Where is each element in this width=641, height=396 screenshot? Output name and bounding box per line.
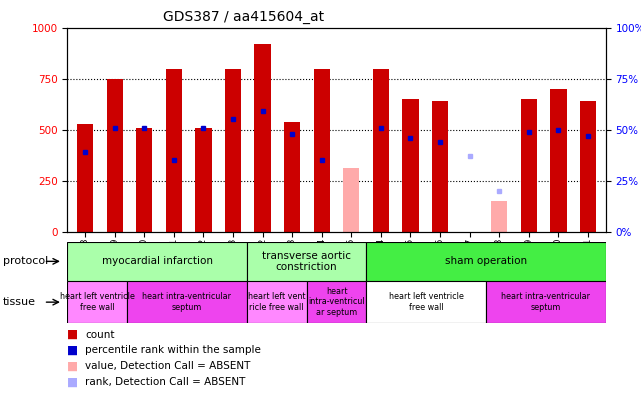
Bar <box>313 69 330 232</box>
Bar <box>127 281 247 323</box>
Bar <box>247 281 306 323</box>
Bar <box>136 128 153 232</box>
Text: ■: ■ <box>67 328 78 341</box>
Text: GDS387 / aa415604_at: GDS387 / aa415604_at <box>163 10 324 24</box>
Text: heart intra-ventricular
septum: heart intra-ventricular septum <box>142 292 231 312</box>
Text: myocardial infarction: myocardial infarction <box>101 256 213 267</box>
Text: tissue: tissue <box>3 297 36 307</box>
Bar <box>343 168 360 232</box>
Bar <box>165 69 182 232</box>
Text: percentile rank within the sample: percentile rank within the sample <box>85 345 261 356</box>
Bar <box>550 89 567 232</box>
Text: protocol: protocol <box>3 256 49 267</box>
Bar <box>225 69 241 232</box>
Text: sham operation: sham operation <box>445 256 527 267</box>
Bar <box>432 101 448 232</box>
Bar <box>520 99 537 232</box>
Text: count: count <box>85 329 115 340</box>
Text: heart left ventricle
free wall: heart left ventricle free wall <box>389 292 463 312</box>
Bar <box>254 44 271 232</box>
Bar <box>306 281 367 323</box>
Text: heart left ventricle
free wall: heart left ventricle free wall <box>60 292 135 312</box>
Text: ■: ■ <box>67 376 78 388</box>
Bar <box>491 201 508 232</box>
Text: heart
intra-ventricul
ar septum: heart intra-ventricul ar septum <box>308 287 365 317</box>
Text: ■: ■ <box>67 360 78 373</box>
Bar <box>367 242 606 281</box>
Bar <box>196 128 212 232</box>
Text: heart intra-ventricular
septum: heart intra-ventricular septum <box>501 292 590 312</box>
Bar <box>373 69 389 232</box>
Bar <box>403 99 419 232</box>
Text: value, Detection Call = ABSENT: value, Detection Call = ABSENT <box>85 361 251 371</box>
Bar <box>77 124 93 232</box>
Text: heart left vent
ricle free wall: heart left vent ricle free wall <box>248 292 306 312</box>
Bar <box>67 242 247 281</box>
Bar <box>580 101 596 232</box>
Text: transverse aortic
constriction: transverse aortic constriction <box>262 251 351 272</box>
Bar <box>67 281 127 323</box>
Text: ■: ■ <box>67 344 78 357</box>
Text: rank, Detection Call = ABSENT: rank, Detection Call = ABSENT <box>85 377 246 387</box>
Bar <box>106 79 123 232</box>
Bar <box>486 281 606 323</box>
Bar <box>284 122 300 232</box>
Bar <box>247 242 367 281</box>
Bar <box>367 281 486 323</box>
